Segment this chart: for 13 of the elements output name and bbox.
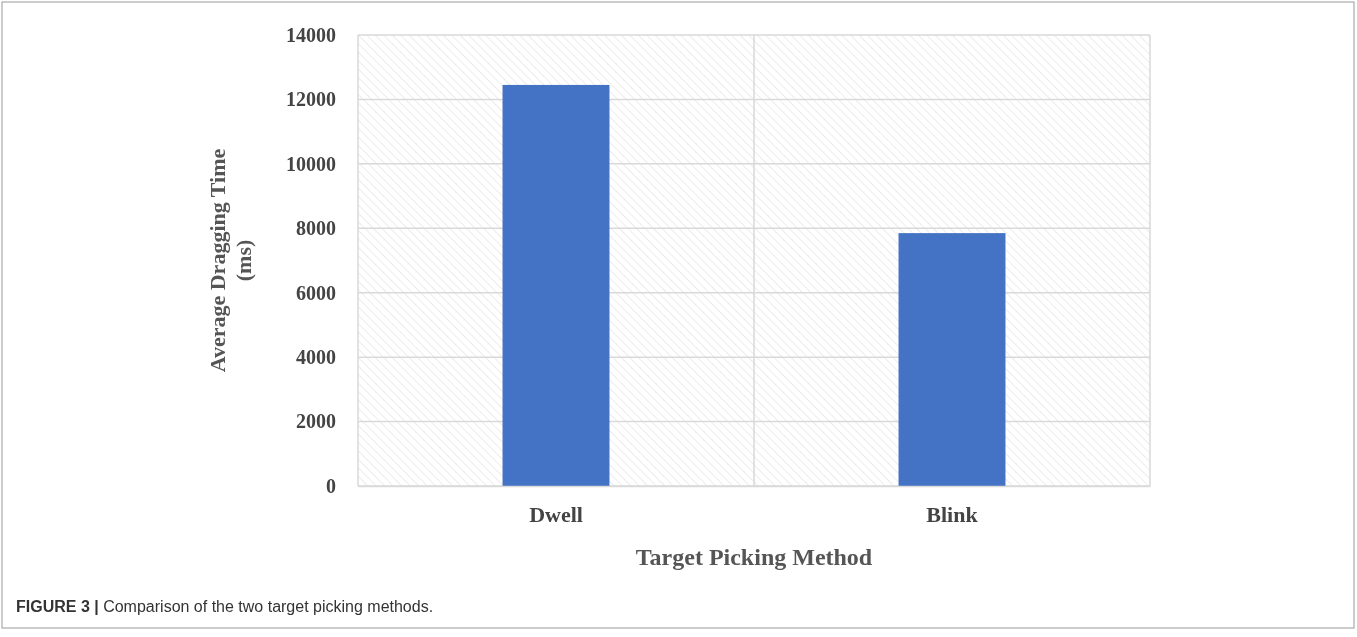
y-tick-label: 2000: [296, 410, 336, 433]
y-tick-label: 8000: [296, 217, 336, 240]
x-tick-label: Blink: [926, 501, 979, 527]
caption: FIGURE 3 | Comparison of the two target picking methods.: [16, 598, 434, 615]
y-tick-label: 14000: [286, 23, 336, 46]
y-tick-label: 4000: [296, 346, 336, 369]
x-tick-label: Dwell: [529, 501, 583, 527]
y-axis-title: Average Dragging Time (ms): [205, 148, 256, 373]
y-tick-label: 12000: [286, 88, 336, 111]
x-axis-title: Target Picking Method: [635, 544, 873, 570]
y-tick-label: 6000: [296, 281, 336, 304]
y-tick-label: 0: [326, 474, 336, 497]
y-tick-label: 10000: [286, 152, 336, 175]
